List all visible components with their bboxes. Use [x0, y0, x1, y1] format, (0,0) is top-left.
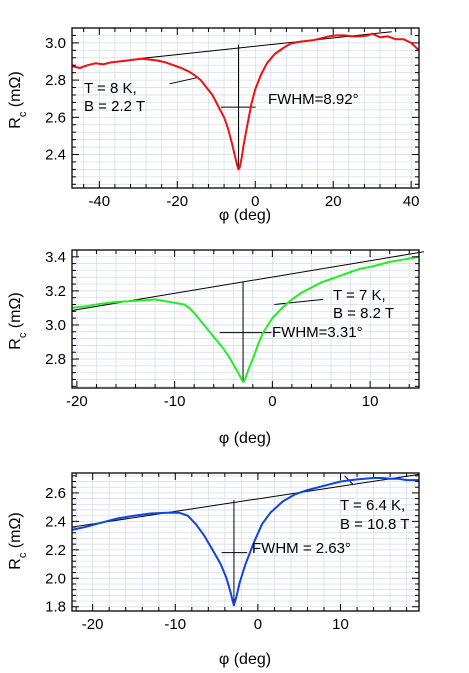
x-tick-label: -20	[166, 193, 188, 210]
y-tick-label: 2.2	[45, 542, 66, 559]
pointer-line	[274, 298, 324, 306]
data-series	[71, 477, 419, 607]
annotation-field: B = 10.8 T	[340, 516, 409, 533]
annotation-temperature: T = 8 K,	[84, 80, 137, 97]
x-tick-label: -40	[88, 193, 110, 210]
series-line	[71, 255, 420, 383]
y-tick-label: 2.8	[45, 351, 66, 368]
y-axis-label: Rc (mΩ)	[7, 512, 29, 569]
tick-marks	[72, 249, 419, 388]
x-axis-label: φ (deg)	[219, 430, 271, 447]
y-tick-labels: 2.8 3.0 3.2 3.4	[45, 249, 66, 368]
plot-frame	[71, 27, 420, 189]
annotation-fwhm: FWHM = 2.63°	[252, 540, 351, 557]
data-series	[71, 255, 420, 383]
gridlines	[72, 473, 419, 611]
x-tick-label: 0	[254, 616, 262, 633]
x-tick-label: -20	[82, 616, 104, 633]
y-axis-label: Rc (mΩ)	[7, 292, 29, 349]
x-tick-labels: -40 -20 0 20 40	[88, 193, 419, 210]
x-tick-labels: -20 -10 0 10	[82, 616, 349, 633]
y-tick-label: 3.0	[45, 317, 66, 334]
y-axis-label: Rc (mΩ)	[7, 71, 29, 128]
x-tick-labels: -20 -10 0 10	[66, 393, 378, 410]
y-tick-label: 2.4	[45, 513, 66, 530]
panel-2: -20 -10 0 10 2.8 3.0 3.2 3.4 φ (deg) Rc (mΩ) T…	[7, 249, 424, 447]
gridlines	[72, 249, 419, 388]
y-tick-labels: 2.4 2.6 2.8 3.0	[45, 35, 66, 164]
annotation-field: B = 8.2 T	[333, 305, 394, 322]
annotation-field: B = 2.2 T	[84, 98, 145, 115]
y-tick-label: 3.0	[45, 35, 66, 52]
annotation-temperature: T = 7 K,	[333, 287, 386, 304]
panel-1: -40 -20 0 20 40 2.4 2.6 2.8 3.0 φ (deg) Rc (mΩ)…	[7, 27, 420, 224]
fwhm-marker	[221, 500, 248, 606]
x-tick-label: 10	[332, 616, 349, 633]
x-tick-label: -10	[164, 393, 186, 410]
plot-frame	[71, 249, 420, 389]
pointer-line	[169, 76, 199, 85]
x-axis-label: φ (deg)	[219, 207, 271, 224]
frame-rect	[71, 249, 420, 389]
frame-rect	[71, 27, 420, 189]
y-tick-label: 2.6	[45, 485, 66, 502]
series-line	[71, 32, 420, 171]
baseline-line	[71, 473, 420, 528]
x-tick-label: -10	[164, 616, 186, 633]
x-tick-label: -20	[66, 393, 88, 410]
data-series	[71, 32, 420, 171]
y-tick-label: 2.6	[45, 109, 66, 126]
tick-marks	[72, 27, 419, 188]
baseline	[71, 473, 420, 528]
y-tick-labels: 1.8 2.0 2.2 2.4 2.6	[45, 485, 66, 616]
annotation-pointer	[169, 76, 199, 85]
gridlines	[72, 27, 419, 188]
y-tick-label: 3.2	[45, 283, 66, 300]
panel-3: -20 -10 0 10 1.8 2.0 2.2 2.4 2.6 φ (deg) Rc (mΩ…	[7, 472, 420, 668]
annotation-temperature: T = 6.4 K,	[340, 497, 405, 514]
x-tick-label: 0	[268, 393, 276, 410]
x-axis-label: φ (deg)	[219, 651, 271, 668]
x-tick-label: 0	[251, 193, 259, 210]
annotation-pointer	[274, 298, 324, 306]
y-tick-label: 3.4	[45, 249, 66, 266]
x-tick-label: 10	[362, 393, 379, 410]
annotation-fwhm: FWHM=3.31°	[272, 324, 363, 341]
y-tick-label: 1.8	[45, 599, 66, 616]
y-tick-label: 2.8	[45, 72, 66, 89]
x-tick-label: 40	[403, 193, 420, 210]
y-tick-label: 2.0	[45, 570, 66, 587]
frame-rect	[71, 472, 420, 612]
tick-marks	[72, 473, 419, 611]
annotation-fwhm: FWHM=8.92°	[268, 91, 359, 108]
x-tick-label: 20	[325, 193, 342, 210]
series-line	[71, 477, 419, 607]
y-tick-label: 2.4	[45, 147, 66, 164]
plot-frame	[71, 472, 420, 612]
